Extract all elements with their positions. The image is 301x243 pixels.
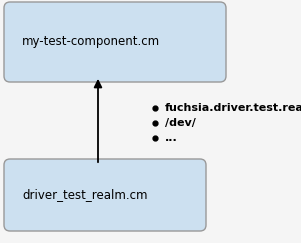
- Text: /dev/: /dev/: [165, 118, 196, 128]
- Text: driver_test_realm.cm: driver_test_realm.cm: [22, 189, 147, 201]
- FancyBboxPatch shape: [4, 2, 226, 82]
- Text: fuchsia.driver.test.realm: fuchsia.driver.test.realm: [165, 103, 301, 113]
- Text: my-test-component.cm: my-test-component.cm: [22, 35, 160, 49]
- Text: ...: ...: [165, 133, 178, 143]
- FancyBboxPatch shape: [4, 159, 206, 231]
